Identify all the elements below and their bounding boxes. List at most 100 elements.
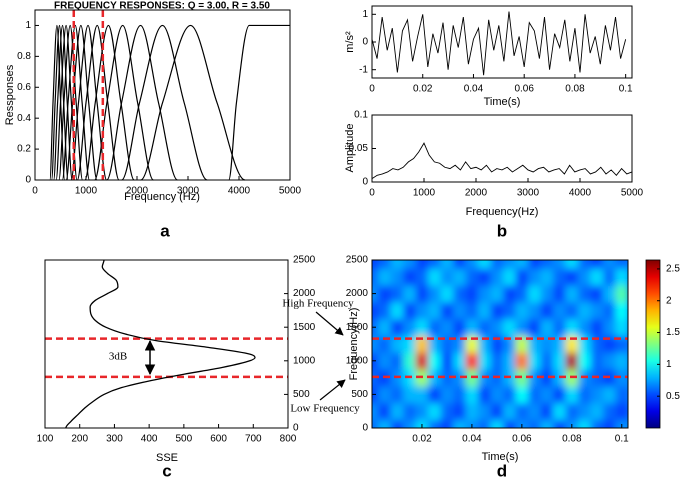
heatmap-cell [565, 402, 579, 421]
heatmap-cell [478, 335, 492, 353]
heatmap-cell [403, 260, 417, 269]
y-tick-label: 0.4 [17, 113, 31, 124]
heatmap-cell [490, 419, 504, 428]
x-tick-label: 0.02 [412, 434, 432, 445]
x-axis-label: SSE [156, 452, 178, 464]
x-tick-label: 0 [32, 186, 38, 197]
y-tick-label: 500 [351, 389, 368, 400]
x-tick-label: 800 [280, 434, 297, 445]
heatmap-cell [540, 260, 554, 269]
heatmap-cell [615, 335, 628, 353]
response-curve [53, 24, 73, 181]
heatmap-cell [553, 318, 567, 337]
heatmap-cell [372, 260, 379, 269]
heatmap-cell [390, 268, 404, 286]
heatmap-cell [590, 402, 604, 421]
heatmap-cell [515, 260, 529, 269]
heatmap-cell [553, 335, 567, 353]
heatmap-cell [453, 260, 467, 269]
heatmap-cell [590, 318, 604, 337]
heatmap-cell [415, 402, 429, 421]
heatmap-cell [478, 419, 492, 428]
heatmap-cell [372, 302, 379, 320]
heatmap-cell [465, 419, 479, 428]
arrow [315, 311, 344, 336]
heatmap-cell [453, 318, 467, 337]
heatmap-cell [590, 419, 604, 428]
heatmap-cell [478, 285, 492, 303]
heatmap-cell [378, 352, 392, 370]
heatmap-cell [440, 302, 454, 320]
heatmap-clip [372, 260, 628, 428]
heatmap-cell [428, 419, 442, 428]
heatmap-cell [590, 335, 604, 353]
heatmap-cell [390, 285, 404, 303]
heatmap-cell [503, 419, 517, 428]
heatmap-cell [590, 285, 604, 303]
heatmap-cell [453, 386, 467, 404]
axes-frame [371, 114, 633, 183]
response-curve [61, 24, 91, 181]
heatmap-cell [440, 419, 454, 428]
annotation: Low Frequency [290, 403, 360, 415]
heatmap-cell [378, 335, 392, 353]
response-curve [106, 24, 179, 181]
heatmap-cell [565, 302, 579, 320]
heatmap-cell [440, 352, 454, 370]
heatmap-cell [615, 260, 628, 269]
heatmap-cell [515, 386, 529, 404]
colorbar-tick-label: 1 [666, 359, 672, 370]
heatmap-cell [515, 302, 529, 320]
heatmap-cell [390, 386, 404, 404]
heatmap-cell [615, 285, 628, 303]
x-tick-label: 3000 [177, 186, 200, 197]
heatmap-cell [528, 268, 542, 286]
x-tick-label: 0.08 [565, 84, 585, 95]
response-curve [76, 24, 120, 181]
heatmap-cell [403, 419, 417, 428]
y-tick-label: 2500 [293, 255, 316, 266]
heatmap-cell [603, 268, 617, 286]
heatmap-cell [390, 352, 404, 370]
heatmap-cell [515, 318, 529, 337]
x-tick-label: 0.1 [615, 434, 629, 445]
x-tick-label: 2000 [126, 186, 149, 197]
response-curve [70, 24, 108, 181]
x-tick-label: 0.02 [413, 84, 433, 95]
response-curve [51, 24, 69, 181]
heatmap-cell [540, 352, 554, 370]
heatmap-cell [603, 352, 617, 370]
heatmap-cell [503, 352, 517, 370]
heatmap-cell [540, 318, 554, 337]
heatmap-cell [378, 268, 392, 286]
y-tick-label: 0.1 [354, 110, 368, 121]
response-curve [94, 24, 155, 181]
x-tick-label: 3000 [517, 188, 540, 199]
heatmap-cell [603, 260, 617, 269]
y-axis-label: Amplitude [344, 124, 356, 173]
y-tick-label: 1 [362, 9, 368, 20]
y-axis-label: m/s² [344, 31, 356, 53]
heatmap-cell [428, 318, 442, 337]
response-curve [84, 24, 135, 181]
heatmap-cell [378, 260, 392, 269]
y-tick-label: 1000 [293, 355, 316, 366]
panel-label: a [160, 221, 170, 240]
y-axis-label: Frequency(Hz) [348, 308, 360, 381]
x-tick-label: 200 [71, 434, 88, 445]
heatmap-cell [428, 402, 442, 421]
heatmap-cell [372, 402, 379, 421]
heatmap-cell [372, 335, 379, 353]
heatmap-cell [515, 402, 529, 421]
heatmap-cell [415, 260, 429, 269]
heatmap-cell [403, 335, 417, 353]
x-axis-label: Frequency (Hz) [124, 191, 200, 203]
heatmap-cell [465, 260, 479, 269]
heatmap-cell [540, 369, 554, 387]
heatmap-cell [465, 268, 479, 286]
heatmap-cell [515, 369, 529, 387]
heatmap-cell [453, 352, 467, 370]
heatmap-cell [428, 268, 442, 286]
heatmap-cell [590, 386, 604, 404]
y-tick-label: 0.05 [349, 143, 369, 154]
